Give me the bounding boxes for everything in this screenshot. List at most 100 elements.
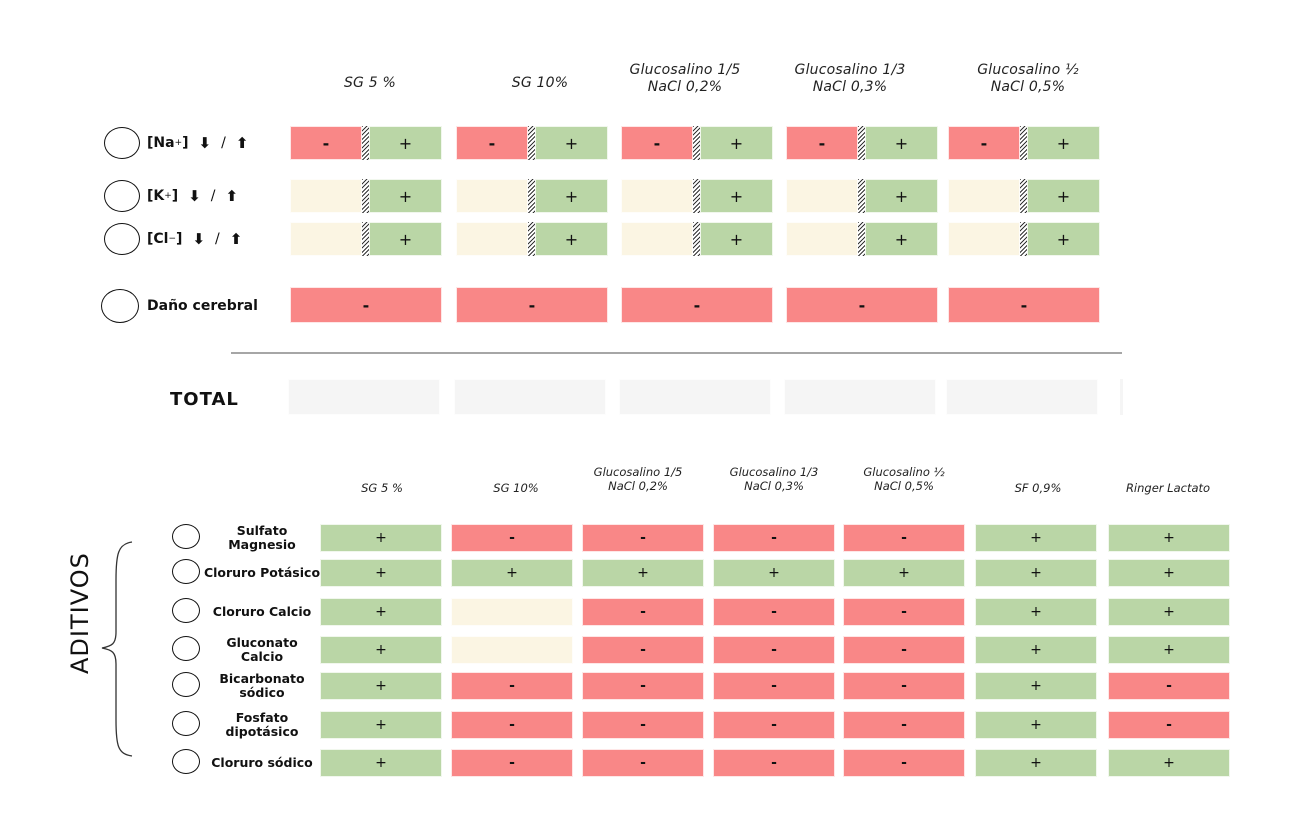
brain-damage-cell[interactable]: - (621, 287, 773, 323)
compatibility-cell[interactable]: - (713, 711, 835, 739)
compatibility-cell[interactable]: - (582, 598, 704, 626)
empty-cell[interactable] (621, 179, 693, 213)
curly-brace-icon (101, 541, 133, 757)
compatibility-cell[interactable]: - (582, 524, 704, 552)
compatibility-cell[interactable]: - (843, 636, 965, 664)
compatibility-cell[interactable]: + (320, 559, 442, 587)
compatibility-cell[interactable] (451, 598, 573, 626)
increase-cell[interactable]: + (700, 179, 773, 213)
compatibility-cell[interactable]: - (843, 524, 965, 552)
brain-damage-cell[interactable]: - (456, 287, 608, 323)
empty-cell[interactable] (786, 222, 858, 256)
compatibility-cell[interactable]: - (1108, 711, 1230, 739)
compatibility-cell[interactable]: + (320, 524, 442, 552)
increase-cell[interactable]: + (369, 222, 442, 256)
empty-cell[interactable] (290, 179, 362, 213)
decrease-cell[interactable]: - (290, 126, 362, 160)
compatibility-cell[interactable]: + (451, 559, 573, 587)
compatibility-cell[interactable]: - (713, 636, 835, 664)
compatibility-cell[interactable]: + (320, 598, 442, 626)
compatibility-cell[interactable]: + (320, 636, 442, 664)
empty-cell[interactable] (621, 222, 693, 256)
increase-cell[interactable]: + (700, 222, 773, 256)
select-radio[interactable] (172, 749, 200, 774)
cell-sign: - (653, 133, 661, 153)
compatibility-cell[interactable]: - (582, 636, 704, 664)
compatibility-cell[interactable]: + (1108, 559, 1230, 587)
decrease-cell[interactable]: - (621, 126, 693, 160)
increase-cell[interactable]: + (865, 222, 938, 256)
compatibility-cell[interactable]: + (320, 711, 442, 739)
compatibility-cell[interactable]: - (843, 598, 965, 626)
increase-cell[interactable]: + (1027, 179, 1100, 213)
empty-cell[interactable] (948, 222, 1020, 256)
increase-cell[interactable]: + (1027, 126, 1100, 160)
cell-sign: + (894, 229, 909, 249)
compatibility-cell[interactable]: - (1108, 672, 1230, 700)
empty-cell[interactable] (786, 179, 858, 213)
select-radio[interactable] (101, 289, 139, 323)
compatibility-cell[interactable]: + (975, 672, 1097, 700)
compatibility-cell[interactable]: + (975, 559, 1097, 587)
compatibility-cell[interactable]: - (713, 672, 835, 700)
increase-cell[interactable]: + (535, 222, 608, 256)
empty-cell[interactable] (456, 179, 528, 213)
select-radio[interactable] (172, 672, 200, 697)
compatibility-cell[interactable]: - (451, 524, 573, 552)
compatibility-cell[interactable]: + (843, 559, 965, 587)
brain-damage-cell[interactable]: - (948, 287, 1100, 323)
compatibility-cell[interactable]: + (713, 559, 835, 587)
select-radio[interactable] (104, 127, 140, 159)
compatibility-cell[interactable]: + (1108, 636, 1230, 664)
compatibility-cell[interactable]: + (320, 749, 442, 777)
brain-damage-cell[interactable]: - (786, 287, 938, 323)
compatibility-cell[interactable]: - (713, 524, 835, 552)
increase-cell[interactable]: + (865, 179, 938, 213)
select-radio[interactable] (172, 636, 200, 661)
decrease-cell[interactable]: - (948, 126, 1020, 160)
compatibility-cell[interactable]: + (320, 672, 442, 700)
empty-cell[interactable] (948, 179, 1020, 213)
compatibility-cell[interactable]: + (1108, 598, 1230, 626)
increase-cell[interactable]: + (535, 126, 608, 160)
decrease-cell[interactable]: - (786, 126, 858, 160)
compatibility-cell[interactable]: - (582, 711, 704, 739)
brain-damage-cell[interactable]: - (290, 287, 442, 323)
compatibility-cell[interactable]: - (582, 672, 704, 700)
compatibility-cell[interactable]: - (843, 749, 965, 777)
compatibility-cell[interactable]: - (843, 672, 965, 700)
empty-cell[interactable] (456, 222, 528, 256)
compatibility-cell[interactable]: - (451, 749, 573, 777)
increase-cell[interactable]: + (535, 179, 608, 213)
decrease-cell[interactable]: - (456, 126, 528, 160)
compatibility-cell[interactable]: - (843, 711, 965, 739)
compatibility-cell[interactable]: - (451, 711, 573, 739)
compatibility-cell[interactable]: - (582, 749, 704, 777)
compatibility-cell[interactable]: + (975, 598, 1097, 626)
increase-cell[interactable]: + (369, 179, 442, 213)
cell-sign: - (528, 295, 536, 315)
increase-cell[interactable]: + (865, 126, 938, 160)
compatibility-cell[interactable]: - (713, 598, 835, 626)
compatibility-cell[interactable]: + (975, 524, 1097, 552)
split-divider (1020, 126, 1027, 160)
select-radio[interactable] (172, 524, 200, 549)
compatibility-cell[interactable]: - (451, 672, 573, 700)
compatibility-cell[interactable]: + (1108, 524, 1230, 552)
increase-cell[interactable]: + (1027, 222, 1100, 256)
empty-cell[interactable] (290, 222, 362, 256)
select-radio[interactable] (104, 180, 140, 212)
compatibility-cell[interactable]: + (1108, 749, 1230, 777)
compatibility-cell[interactable]: + (582, 559, 704, 587)
compatibility-cell[interactable]: + (975, 636, 1097, 664)
compatibility-cell[interactable]: - (713, 749, 835, 777)
select-radio[interactable] (104, 223, 140, 255)
select-radio[interactable] (172, 559, 200, 584)
compatibility-cell[interactable]: + (975, 711, 1097, 739)
compatibility-cell[interactable] (451, 636, 573, 664)
increase-cell[interactable]: + (369, 126, 442, 160)
compatibility-cell[interactable]: + (975, 749, 1097, 777)
increase-cell[interactable]: + (700, 126, 773, 160)
select-radio[interactable] (172, 711, 200, 736)
select-radio[interactable] (172, 598, 200, 623)
